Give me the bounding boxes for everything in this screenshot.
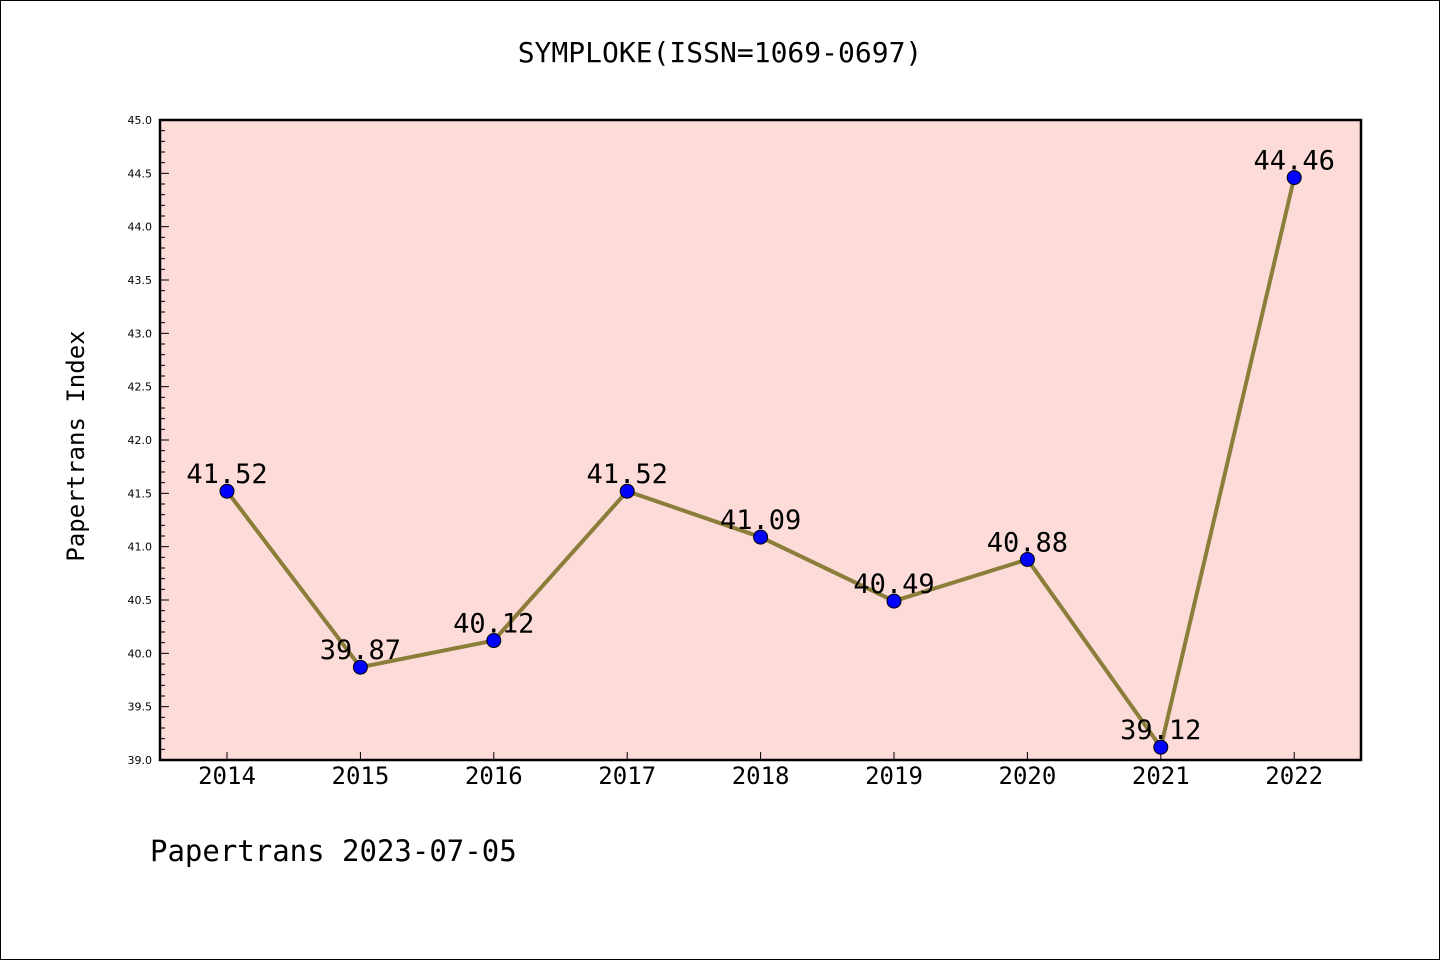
data-point: [1153, 739, 1169, 755]
y-tick-label: 44.0: [128, 221, 153, 234]
y-axis: 39.0 39.5 40.0 40.5 41.0 41.5 42.0 42.5 43.0 43.5…: [128, 114, 169, 767]
data-point: [886, 593, 902, 609]
data-point: [753, 529, 769, 545]
y-tick-label: 41.5: [128, 487, 153, 500]
y-tick-label: 42.0: [128, 434, 153, 447]
y-tick-label: 40.0: [128, 647, 153, 660]
y-tick-label: 43.5: [128, 274, 153, 287]
y-tick-label: 40.5: [128, 594, 153, 607]
data-label: 41.52: [186, 459, 267, 490]
x-tick-label: 2018: [732, 762, 790, 790]
plot-area: [160, 120, 1361, 760]
data-label: 41.52: [587, 459, 668, 490]
data-point: [619, 483, 635, 499]
data-point: [352, 659, 368, 675]
chart-title: SYMPLOKE(ISSN=1069-0697): [517, 36, 923, 69]
data-point: [1019, 551, 1035, 567]
y-tick-label: 39.5: [128, 701, 153, 714]
x-tick-label: 2017: [598, 762, 656, 790]
data-label: 39.87: [320, 635, 401, 666]
data-label: 44.46: [1254, 146, 1335, 177]
data-label: 40.12: [453, 609, 534, 640]
data-label: 39.12: [1120, 715, 1201, 746]
data-labels: 41.52 39.87 40.12 41.52 41.09 40.49 40.88 39.12…: [186, 146, 1334, 747]
data-markers: [219, 170, 1302, 755]
x-tick-label: 2020: [999, 762, 1057, 790]
x-tick-label: 2019: [865, 762, 923, 790]
y-tick-label: 42.5: [128, 381, 153, 394]
y-tick-label: 41.0: [128, 541, 153, 554]
y-tick-label: 45.0: [128, 114, 153, 127]
footer-note: Papertrans 2023-07-05: [150, 834, 517, 868]
y-tick-label: 44.5: [128, 167, 153, 180]
plot-border: [158, 118, 1363, 762]
data-label: 40.49: [853, 569, 934, 600]
data-point: [486, 633, 502, 649]
x-tick-label: 2014: [198, 762, 256, 790]
data-label: 40.88: [987, 527, 1068, 558]
x-tick-label: 2021: [1132, 762, 1190, 790]
x-axis: 2014 2015 2016 2017 2018 2019 2020 2021 2022: [198, 752, 1323, 790]
y-tick-label: 39.0: [128, 754, 153, 767]
x-tick-label: 2015: [332, 762, 390, 790]
y-tick-label: 43.0: [128, 327, 153, 340]
x-tick-label: 2022: [1265, 762, 1323, 790]
data-point: [219, 483, 235, 499]
x-tick-label: 2016: [465, 762, 523, 790]
data-point: [1286, 170, 1302, 186]
data-label: 41.09: [720, 505, 801, 536]
